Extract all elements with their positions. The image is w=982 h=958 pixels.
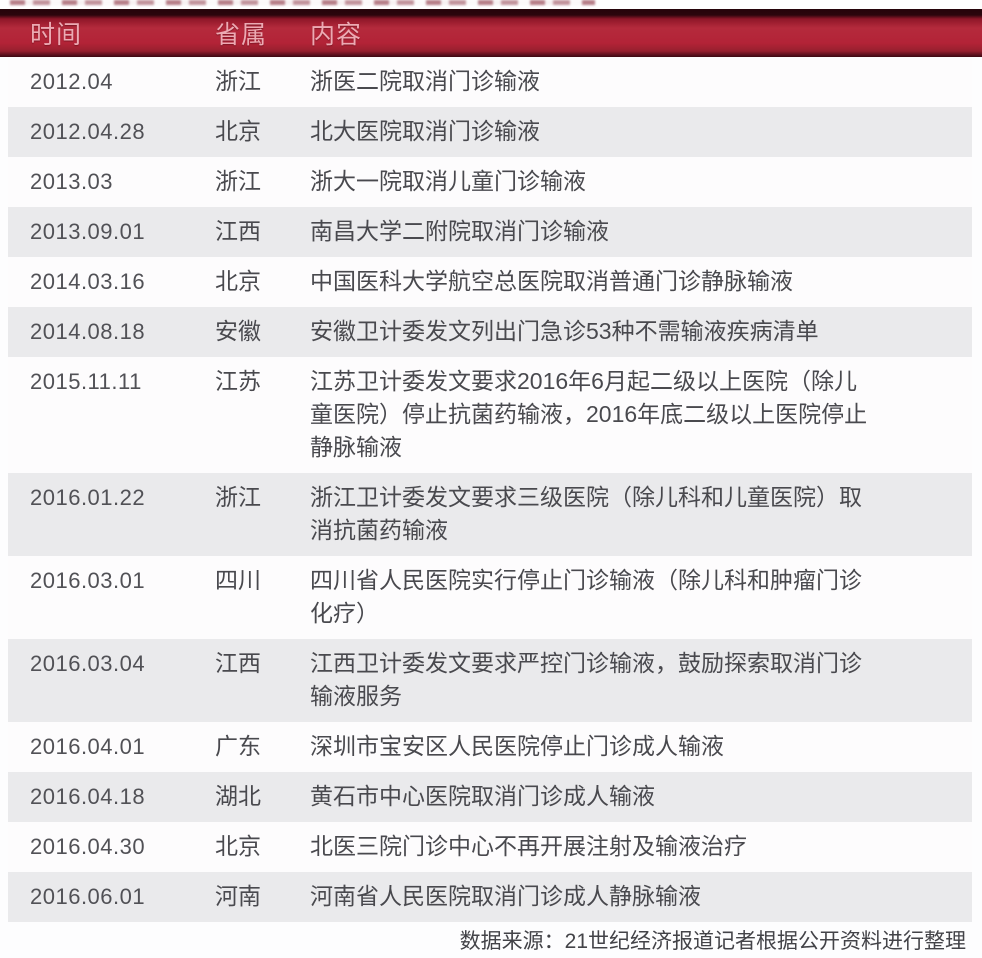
cell-province: 北京 [215, 118, 261, 144]
cell-content: 江西卫计委发文要求严控门诊输液，鼓励探索取消门诊输液服务 [310, 650, 862, 709]
cell-date: 2016.03.04 [30, 651, 146, 676]
cell-content: 北大医院取消门诊输液 [310, 118, 540, 144]
cell-content: 浙江卫计委发文要求三级医院（除儿科和儿童医院）取消抗菌药输液 [310, 484, 862, 543]
table-row: 2016.06.01 河南 河南省人民医院取消门诊成人静脉输液 [8, 872, 972, 922]
cell-province: 江西 [215, 650, 261, 676]
table-row: 2016.03.04 江西 江西卫计委发文要求严控门诊输液，鼓励探索取消门诊输液… [8, 639, 972, 722]
cell-province: 湖北 [215, 783, 261, 809]
table-row: 2014.03.16 北京 中国医科大学航空总医院取消普通门诊静脉输液 [8, 257, 972, 307]
cell-content: 深圳市宝安区人民医院停止门诊成人输液 [310, 733, 724, 759]
table-row: 2013.09.01 江西 南昌大学二附院取消门诊输液 [8, 207, 972, 257]
cell-date: 2014.03.16 [30, 269, 146, 294]
cell-province: 浙江 [215, 168, 261, 194]
header-time: 时间 [30, 21, 83, 49]
cell-province: 浙江 [215, 68, 261, 94]
cell-date: 2016.01.22 [30, 485, 146, 510]
cell-date: 2016.04.30 [30, 834, 146, 859]
cell-content: 浙医二院取消门诊输液 [310, 68, 540, 94]
table-row: 2013.03 浙江 浙大一院取消儿童门诊输液 [8, 157, 972, 207]
cell-province: 广东 [215, 733, 261, 759]
header-province: 省属 [215, 21, 268, 49]
cell-content: 黄石市中心医院取消门诊成人输液 [310, 783, 655, 809]
cell-date: 2015.11.11 [30, 369, 142, 394]
cell-province: 江苏 [215, 368, 261, 394]
table-row: 2012.04.28 北京 北大医院取消门诊输液 [8, 107, 972, 157]
cell-province: 四川 [215, 567, 261, 593]
cell-date: 2013.03 [30, 169, 114, 194]
header-content: 内容 [310, 21, 363, 49]
table-row: 2016.03.01 四川 四川省人民医院实行停止门诊输液（除儿科和肿瘤门诊化疗… [8, 556, 972, 639]
cell-content: 浙大一院取消儿童门诊输液 [310, 168, 586, 194]
table-row: 2012.04 浙江 浙医二院取消门诊输液 [8, 57, 972, 107]
cell-content: 安徽卫计委发文列出门急诊53种不需输液疾病清单 [310, 318, 819, 344]
cell-content: 北医三院门诊中心不再开展注射及输液治疗 [310, 833, 747, 859]
cell-content: 江苏卫计委发文要求2016年6月起二级以上医院（除儿童医院）停止抗菌药输液，20… [310, 368, 868, 460]
table-row: 2015.11.11 江苏 江苏卫计委发文要求2016年6月起二级以上医院（除儿… [8, 357, 972, 473]
cell-date: 2016.04.18 [30, 784, 146, 809]
cell-date: 2014.08.18 [30, 319, 146, 344]
table-body: 2012.04 浙江 浙医二院取消门诊输液 2012.04.28 北京 北大医院… [8, 57, 972, 922]
cell-province: 北京 [215, 833, 261, 859]
cell-date: 2016.03.01 [30, 568, 146, 593]
cell-date: 2016.04.01 [30, 734, 146, 759]
cell-date: 2012.04 [30, 69, 114, 94]
cell-content: 四川省人民医院实行停止门诊输液（除儿科和肿瘤门诊化疗） [310, 567, 862, 626]
cell-province: 浙江 [215, 484, 261, 510]
cell-province: 河南 [215, 883, 261, 909]
cell-content: 南昌大学二附院取消门诊输液 [310, 218, 609, 244]
cell-province: 江西 [215, 218, 261, 244]
cell-date: 2012.04.28 [30, 119, 146, 144]
table-row: 2016.04.01 广东 深圳市宝安区人民医院停止门诊成人输液 [8, 722, 972, 772]
cell-date: 2013.09.01 [30, 219, 146, 244]
table-row: 2016.04.30 北京 北医三院门诊中心不再开展注射及输液治疗 [8, 822, 972, 872]
cell-date: 2016.06.01 [30, 884, 146, 909]
cell-content: 河南省人民医院取消门诊成人静脉输液 [310, 883, 701, 909]
cell-content: 中国医科大学航空总医院取消普通门诊静脉输液 [310, 268, 793, 294]
table-row: 2016.04.18 湖北 黄石市中心医院取消门诊成人输液 [8, 772, 972, 822]
cell-province: 北京 [215, 268, 261, 294]
cropped-title-remnant [0, 0, 982, 9]
table-header-row: 时间 省属 内容 [0, 9, 982, 57]
source-note: 数据来源：21世纪经济报道记者根据公开资料进行整理 [459, 930, 966, 953]
table-row: 2014.08.18 安徽 安徽卫计委发文列出门急诊53种不需输液疾病清单 [8, 307, 972, 357]
cell-province: 安徽 [215, 318, 261, 344]
cropped-text-fragments [10, 0, 595, 5]
table-row: 2016.01.22 浙江 浙江卫计委发文要求三级医院（除儿科和儿童医院）取消抗… [8, 473, 972, 556]
